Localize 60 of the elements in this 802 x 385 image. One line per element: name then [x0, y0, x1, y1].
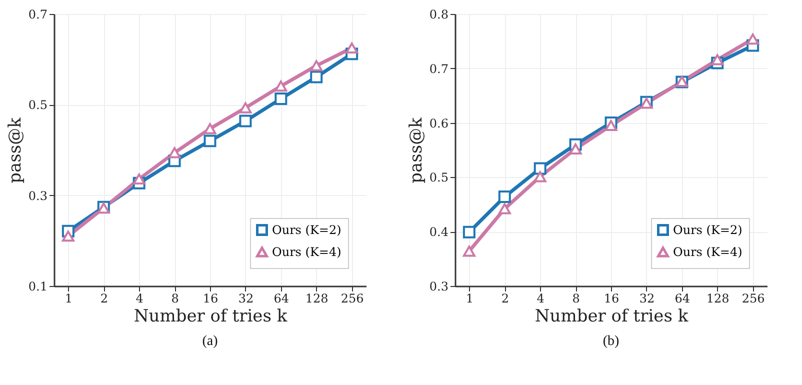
- x-tick-label: 32: [639, 292, 655, 306]
- x-tick-label: 256: [340, 292, 364, 306]
- legend-label: Ours (K=4): [673, 245, 742, 259]
- point: [310, 70, 323, 84]
- point: [310, 60, 323, 72]
- point: [498, 203, 511, 214]
- y-tick-label: 0.3: [429, 280, 448, 294]
- point: [711, 54, 724, 66]
- text: (b): [602, 334, 620, 349]
- x-tick-label: 1: [466, 292, 474, 306]
- x-tick-label: 128: [305, 292, 328, 306]
- x-tick-label: 64: [274, 292, 290, 306]
- y-tick-label: 0.7: [28, 8, 48, 22]
- y-tick-label: 0.5: [429, 170, 448, 185]
- point: [274, 92, 288, 106]
- x-tick-label: 8: [572, 292, 580, 306]
- y-tick-label: 0.6: [429, 116, 448, 130]
- y-axis-title: pass@k: [5, 116, 26, 184]
- x-tick-label: 4: [136, 292, 144, 306]
- x-tick-label: 64: [674, 292, 690, 306]
- x-tick-label: 2: [100, 292, 108, 306]
- y-tick-label: 0.4: [429, 225, 449, 240]
- point: [239, 102, 252, 114]
- point: [534, 162, 546, 175]
- x-tick-label: 4: [536, 292, 545, 306]
- x-tick-label: 2: [501, 292, 509, 306]
- legend-label: Ours (K=2): [272, 223, 342, 237]
- point: [534, 171, 546, 182]
- legend-label: Ours (K=2): [673, 223, 742, 237]
- x-tick-label: 16: [604, 292, 620, 306]
- point: [132, 173, 146, 185]
- point: [604, 120, 618, 132]
- x-tick-label: 256: [742, 292, 765, 306]
- point: [274, 80, 288, 92]
- x-tick-label: 1: [64, 292, 72, 306]
- text: (a): [202, 334, 218, 349]
- y-axis-title: pass@k: [406, 116, 426, 184]
- point: [346, 42, 358, 54]
- point: [204, 134, 216, 148]
- legend-label: Ours (K=4): [272, 245, 342, 259]
- point: [168, 147, 181, 158]
- point: [498, 190, 511, 204]
- x-tick-label: 8: [171, 292, 179, 306]
- point: [569, 143, 582, 154]
- y-tick-label: 0.1: [28, 280, 48, 294]
- x-tick-label: 16: [202, 292, 218, 306]
- point: [462, 246, 476, 257]
- y-tick-label: 0.7: [429, 62, 448, 76]
- point: [239, 114, 252, 128]
- point: [746, 33, 760, 45]
- x-axis-title: Number of tries k: [134, 306, 288, 326]
- x-tick-label: 128: [706, 292, 730, 306]
- point: [62, 230, 74, 242]
- x-axis-title: Number of tries k: [534, 306, 689, 326]
- x-tick-label: 32: [238, 292, 254, 306]
- y-tick-label: 0.5: [28, 98, 48, 112]
- point: [204, 123, 216, 134]
- y-tick-label: 0.3: [28, 188, 48, 203]
- point: [462, 226, 476, 238]
- y-tick-label: 0.8: [429, 8, 448, 22]
